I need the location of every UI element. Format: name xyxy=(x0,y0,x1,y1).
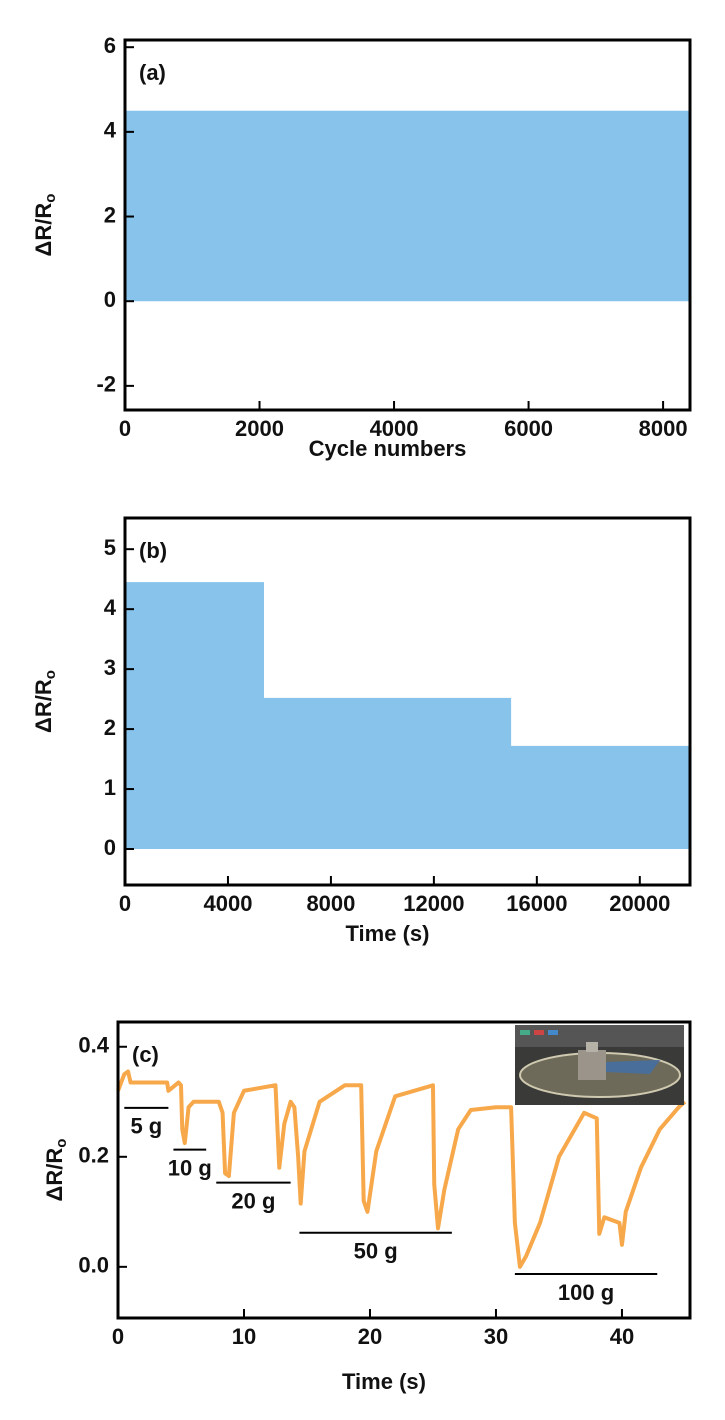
x-tick-label: 20 xyxy=(358,1324,382,1349)
y-axis-title-main: ΔR/R xyxy=(31,679,56,733)
annotation-label: 20 g xyxy=(231,1188,275,1213)
annotation-label: 5 g xyxy=(130,1114,162,1139)
y-axis-title-sub: o xyxy=(42,194,59,203)
x-tick-label: 0 xyxy=(119,891,131,916)
x-tick-label: 12000 xyxy=(403,891,464,916)
x-tick-label: 0 xyxy=(119,416,131,441)
x-tick-label: 0 xyxy=(112,1324,124,1349)
y-axis-title-main: ΔR/R xyxy=(31,203,56,257)
x-tick-label: 2000 xyxy=(235,416,284,441)
x-tick-label: 4000 xyxy=(203,891,252,916)
y-axis-title: ΔR/Ro xyxy=(42,1139,70,1202)
y-tick-label: 3 xyxy=(104,655,116,680)
panel-label: (a) xyxy=(139,60,166,85)
y-tick-label: 0 xyxy=(104,287,116,312)
data-line xyxy=(116,1069,687,1269)
x-tick-label: 6000 xyxy=(504,416,553,441)
y-axis-title-main: ΔR/R xyxy=(42,1148,67,1202)
x-axis-title: Cycle numbers xyxy=(309,436,467,461)
annotation-label: 50 g xyxy=(354,1239,398,1264)
y-axis-title-sub: o xyxy=(42,670,59,679)
band-area xyxy=(125,110,690,302)
x-tick-label: 16000 xyxy=(506,891,567,916)
x-tick-label: 4000 xyxy=(370,416,419,441)
x-tick-label: 8000 xyxy=(306,891,355,916)
plot-frame xyxy=(123,516,692,887)
x-axis-title: Time (s) xyxy=(342,1369,426,1394)
y-tick-label: -2 xyxy=(96,372,116,397)
y-tick-label: 6 xyxy=(104,33,116,58)
plot-frame xyxy=(116,1020,692,1320)
y-tick-label: 0.4 xyxy=(78,1033,109,1058)
y-axis-title: ΔR/Ro xyxy=(31,670,59,733)
y-tick-label: 1 xyxy=(104,775,116,800)
y-tick-label: 0.2 xyxy=(78,1143,109,1168)
x-tick-label: 10 xyxy=(232,1324,256,1349)
x-axis-title: Time (s) xyxy=(346,921,430,946)
y-tick-label: 5 xyxy=(104,535,116,560)
inset-photo xyxy=(515,1025,684,1105)
y-tick-label: 4 xyxy=(104,118,117,143)
x-tick-label: 20000 xyxy=(609,891,670,916)
y-tick-label: 4 xyxy=(104,595,117,620)
panel-label: (c) xyxy=(132,1042,159,1067)
x-tick-label: 30 xyxy=(484,1324,508,1349)
y-axis-title-sub: o xyxy=(53,1139,70,1148)
y-tick-label: 0 xyxy=(104,835,116,860)
panel-label: (b) xyxy=(139,538,167,563)
y-tick-label: 2 xyxy=(104,715,116,740)
y-axis-title: ΔR/Ro xyxy=(31,194,59,257)
plot-frame xyxy=(123,38,692,412)
annotation-label: 100 g xyxy=(558,1280,614,1305)
band-area xyxy=(125,582,690,850)
x-tick-label: 40 xyxy=(610,1324,634,1349)
x-tick-label: 8000 xyxy=(639,416,688,441)
annotation-label: 10 g xyxy=(168,1155,212,1180)
y-tick-label: 0.0 xyxy=(78,1253,109,1278)
y-tick-label: 2 xyxy=(104,202,116,227)
